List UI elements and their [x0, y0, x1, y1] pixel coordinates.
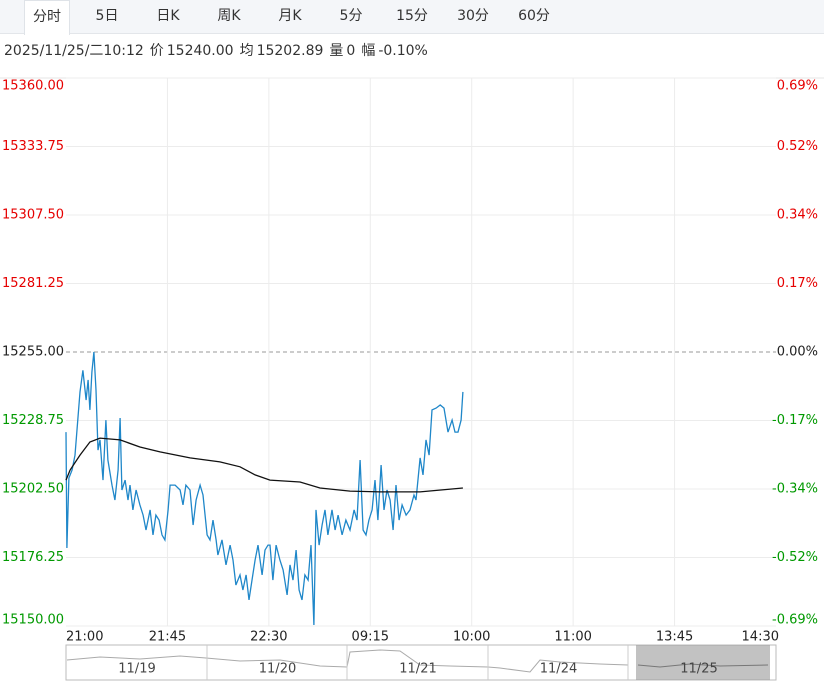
x-tick-label: 13:45: [656, 630, 693, 645]
navigator-date: 11/20: [259, 662, 296, 677]
navigator-date: 11/19: [118, 662, 155, 677]
x-tick-label: 14:30: [742, 630, 779, 645]
info-text: 0: [346, 43, 356, 59]
info-text: 量: [329, 43, 344, 59]
series-line: [65, 437, 463, 493]
tab[interactable]: 分时: [24, 0, 70, 35]
y2-tick-label: 0.00%: [777, 345, 818, 360]
y2-tick-label: 0.34%: [777, 208, 818, 223]
x-tick-label: 09:15: [352, 630, 389, 645]
info-text: 15202.89: [256, 43, 324, 59]
tab[interactable]: 周K: [217, 8, 241, 24]
tab[interactable]: 30分: [457, 8, 489, 24]
tab[interactable]: 5日: [95, 8, 119, 24]
y2-tick-label: -0.69%: [772, 613, 818, 628]
y2-tick-label: 0.69%: [777, 79, 818, 94]
navigator-window[interactable]: [636, 645, 770, 680]
info-text: 2025/11/25/二10:12: [4, 43, 144, 59]
y2-tick-label: 0.17%: [777, 276, 818, 291]
info-text: 价: [149, 43, 164, 59]
navigator-window-sparkline: [637, 663, 769, 668]
y2-tick-label: 0.52%: [777, 139, 818, 154]
tab[interactable]: 月K: [278, 8, 302, 24]
y-tick-label: 15176.25: [2, 550, 64, 565]
navigator-separators: [206, 645, 629, 680]
navigator-date: 11/24: [540, 662, 577, 677]
navigator-date: 11/25: [680, 662, 717, 677]
y-tick-label: 15360.00: [2, 79, 64, 94]
y2-tick-label: -0.52%: [772, 550, 818, 565]
x-tick-label: 11:00: [554, 630, 591, 645]
y-tick-label: 15150.00: [2, 613, 64, 628]
navigator-date: 11/21: [399, 662, 436, 677]
navigator-sparkline: [66, 649, 629, 673]
series-line: [65, 351, 464, 626]
y2-tick-label: -0.17%: [772, 413, 818, 428]
info-text: 幅: [361, 43, 376, 59]
tab-bar: 分时 5日 日K 周K 月K 5分 15分 30分 60分: [0, 0, 824, 35]
x-tick-label: 22:30: [250, 630, 287, 645]
y-tick-label: 15281.25: [2, 276, 64, 291]
y2-tick-label: -0.34%: [772, 482, 818, 497]
x-tick-label: 10:00: [453, 630, 490, 645]
info-bar: 2025/11/25/二10:12 价 15240.00 均 15202.89 量 0 幅 -0…: [4, 40, 434, 60]
x-tick-label: 21:00: [66, 630, 103, 645]
tab[interactable]: 60分: [518, 8, 550, 24]
info-text: -0.10%: [378, 43, 428, 59]
tab[interactable]: 日K: [156, 8, 180, 24]
tab[interactable]: 5分: [339, 8, 363, 24]
tab[interactable]: 15分: [396, 8, 428, 24]
y-tick-label: 15255.00: [2, 345, 64, 360]
info-text: 均: [239, 43, 254, 59]
y-tick-label: 15307.50: [2, 208, 64, 223]
y-tick-label: 15333.75: [2, 139, 64, 154]
y-tick-label: 15202.50: [2, 482, 64, 497]
y-tick-label: 15228.75: [2, 413, 64, 428]
x-tick-label: 21:45: [149, 630, 186, 645]
info-text: 15240.00: [166, 43, 234, 59]
